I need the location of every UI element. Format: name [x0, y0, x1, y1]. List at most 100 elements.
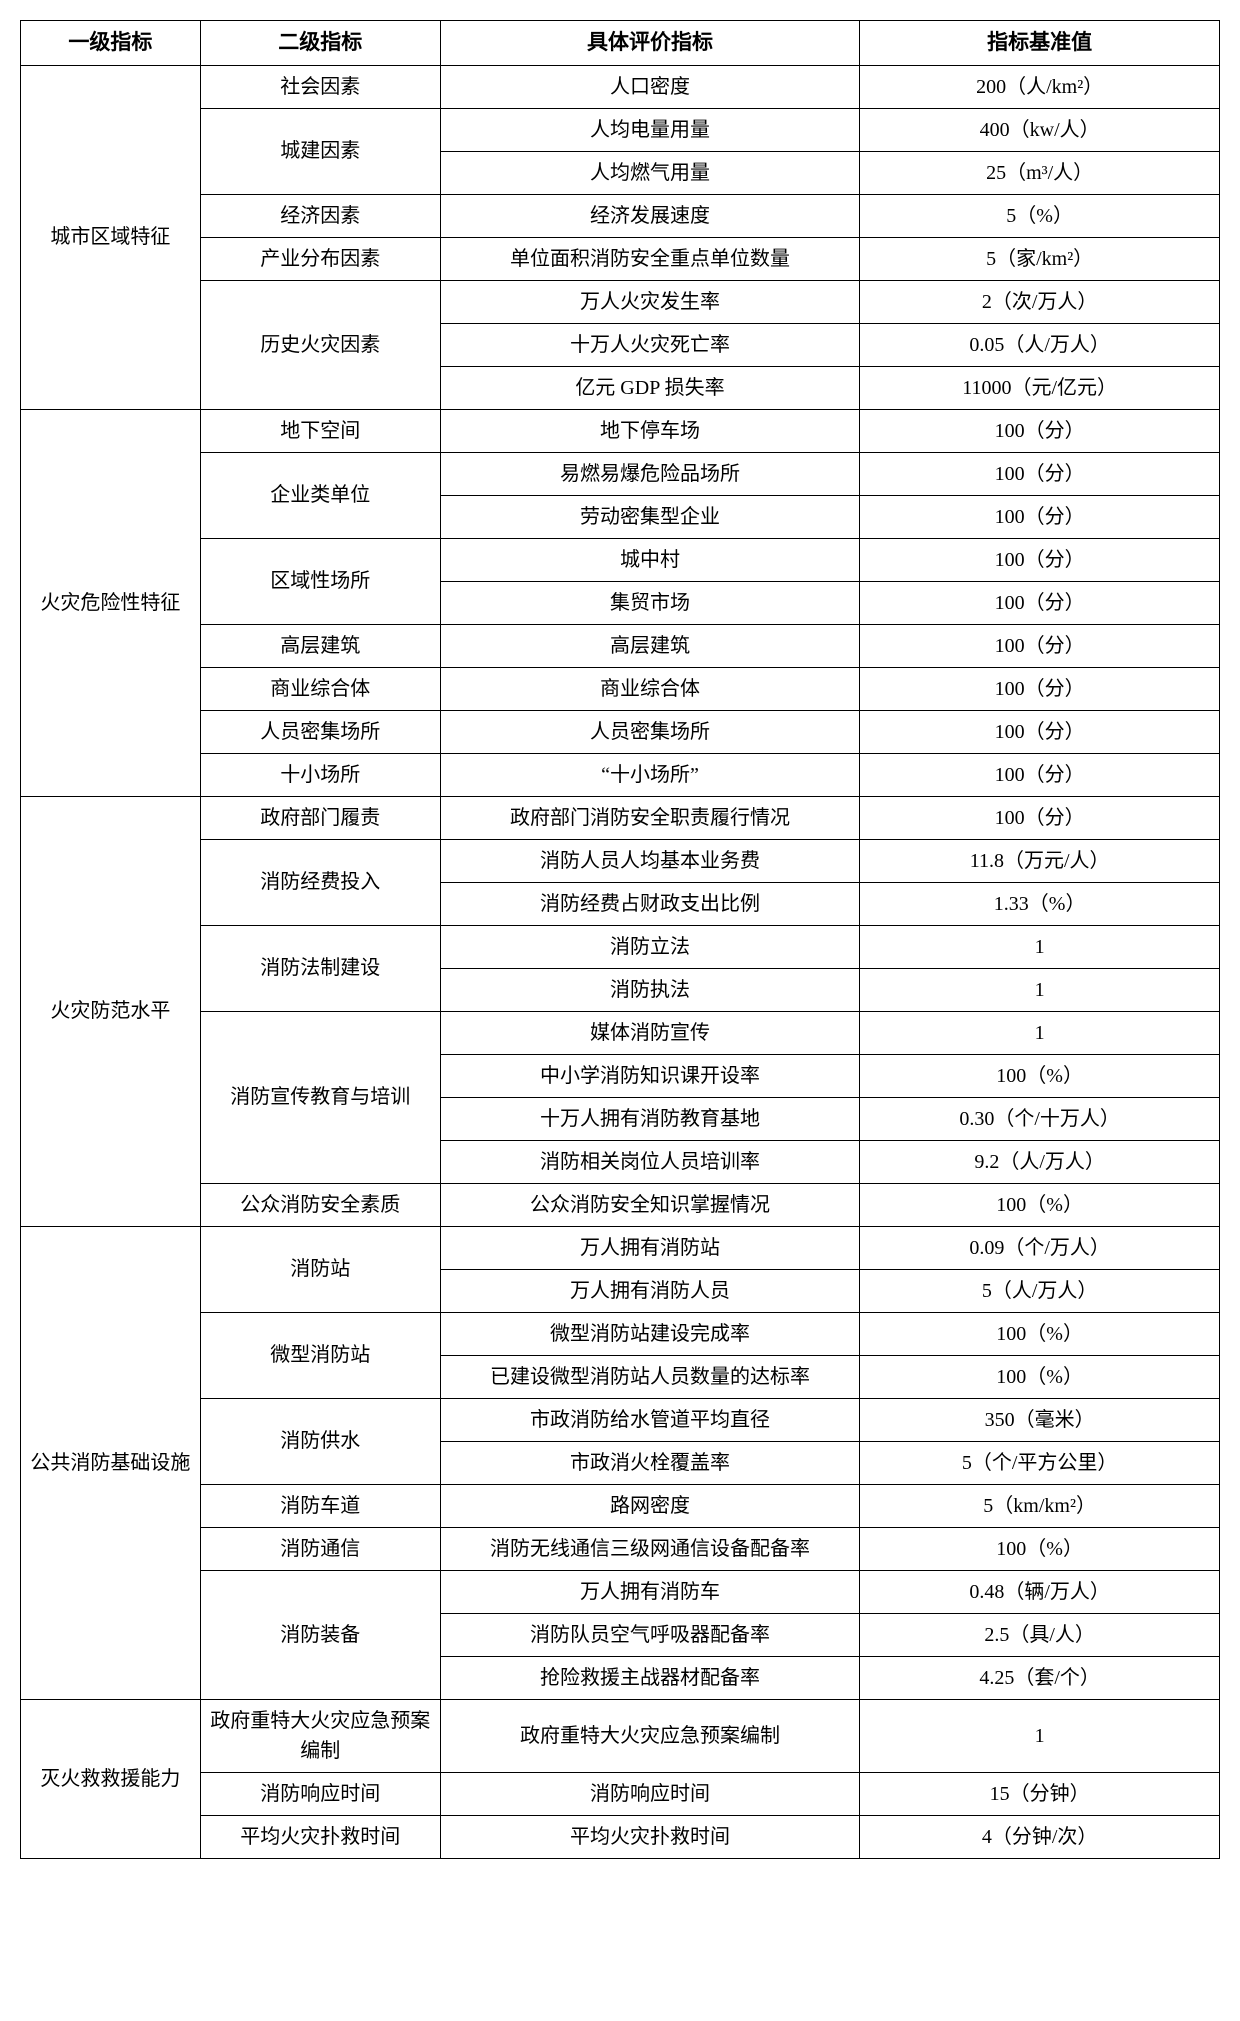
indicator-cell: 万人拥有消防人员 [440, 1269, 860, 1312]
baseline-cell: 1 [860, 1011, 1220, 1054]
indicator-cell: 市政消防给水管道平均直径 [440, 1398, 860, 1441]
indicator-cell: 微型消防站建设完成率 [440, 1312, 860, 1355]
baseline-cell: 15（分钟） [860, 1772, 1220, 1815]
table-row: 消防法制建设消防立法1 [21, 925, 1220, 968]
indicator-cell: 媒体消防宣传 [440, 1011, 860, 1054]
indicator-cell: 人均燃气用量 [440, 151, 860, 194]
table-row: 灭火救救援能力政府重特大火灾应急预案编制政府重特大火灾应急预案编制1 [21, 1699, 1220, 1772]
table-row: 城市区域特征社会因素人口密度200（人/km²） [21, 65, 1220, 108]
table-row: 产业分布因素单位面积消防安全重点单位数量5（家/km²） [21, 237, 1220, 280]
lvl1-cell: 火灾危险性特征 [21, 409, 201, 796]
table-row: 区域性场所城中村100（分） [21, 538, 1220, 581]
indicator-cell: 商业综合体 [440, 667, 860, 710]
indicator-cell: 市政消火栓覆盖率 [440, 1441, 860, 1484]
lvl2-cell: 消防车道 [200, 1484, 440, 1527]
baseline-cell: 100（%） [860, 1054, 1220, 1097]
table-row: 消防响应时间消防响应时间15（分钟） [21, 1772, 1220, 1815]
indicator-cell: 政府重特大火灾应急预案编制 [440, 1699, 860, 1772]
baseline-cell: 1 [860, 925, 1220, 968]
table-row: 消防宣传教育与培训媒体消防宣传1 [21, 1011, 1220, 1054]
indicator-cell: 人员密集场所 [440, 710, 860, 753]
baseline-cell: 0.48（辆/万人） [860, 1570, 1220, 1613]
lvl2-cell: 历史火灾因素 [200, 280, 440, 409]
lvl2-cell: 地下空间 [200, 409, 440, 452]
lvl2-cell: 高层建筑 [200, 624, 440, 667]
lvl2-cell: 消防站 [200, 1226, 440, 1312]
baseline-cell: 5（%） [860, 194, 1220, 237]
lvl2-cell: 产业分布因素 [200, 237, 440, 280]
baseline-cell: 350（毫米） [860, 1398, 1220, 1441]
baseline-cell: 25（m³/人） [860, 151, 1220, 194]
indicator-cell: 单位面积消防安全重点单位数量 [440, 237, 860, 280]
indicator-cell: 已建设微型消防站人员数量的达标率 [440, 1355, 860, 1398]
baseline-cell: 5（家/km²） [860, 237, 1220, 280]
indicator-cell: 集贸市场 [440, 581, 860, 624]
baseline-cell: 100（分） [860, 581, 1220, 624]
table-row: 消防供水市政消防给水管道平均直径350（毫米） [21, 1398, 1220, 1441]
table-row: 企业类单位易燃易爆危险品场所100（分） [21, 452, 1220, 495]
lvl2-cell: 企业类单位 [200, 452, 440, 538]
col-header-1: 一级指标 [21, 21, 201, 66]
baseline-cell: 100（%） [860, 1312, 1220, 1355]
indicator-cell: 易燃易爆危险品场所 [440, 452, 860, 495]
baseline-cell: 0.09（个/万人） [860, 1226, 1220, 1269]
indicator-cell: 平均火灾扑救时间 [440, 1815, 860, 1858]
indicator-cell: 路网密度 [440, 1484, 860, 1527]
table-row: 十小场所“十小场所”100（分） [21, 753, 1220, 796]
indicator-cell: 地下停车场 [440, 409, 860, 452]
lvl2-cell: 消防经费投入 [200, 839, 440, 925]
indicator-cell: 经济发展速度 [440, 194, 860, 237]
table-row: 消防装备万人拥有消防车0.48（辆/万人） [21, 1570, 1220, 1613]
table-row: 微型消防站微型消防站建设完成率100（%） [21, 1312, 1220, 1355]
table-header: 一级指标 二级指标 具体评价指标 指标基准值 [21, 21, 1220, 66]
baseline-cell: 100（%） [860, 1183, 1220, 1226]
baseline-cell: 100（%） [860, 1355, 1220, 1398]
indicator-cell: 万人拥有消防车 [440, 1570, 860, 1613]
table-row: 城建因素人均电量用量400（kw/人） [21, 108, 1220, 151]
indicator-cell: 公众消防安全知识掌握情况 [440, 1183, 860, 1226]
baseline-cell: 4（分钟/次） [860, 1815, 1220, 1858]
lvl2-cell: 平均火灾扑救时间 [200, 1815, 440, 1858]
indicator-cell: 消防响应时间 [440, 1772, 860, 1815]
baseline-cell: 100（分） [860, 753, 1220, 796]
baseline-cell: 100（分） [860, 796, 1220, 839]
lvl1-cell: 城市区域特征 [21, 65, 201, 409]
lvl2-cell: 政府重特大火灾应急预案编制 [200, 1699, 440, 1772]
baseline-cell: 400（kw/人） [860, 108, 1220, 151]
baseline-cell: 100（分） [860, 538, 1220, 581]
table-row: 消防经费投入消防人员人均基本业务费11.8（万元/人） [21, 839, 1220, 882]
col-header-3: 具体评价指标 [440, 21, 860, 66]
lvl2-cell: 消防法制建设 [200, 925, 440, 1011]
indicator-cell: 万人拥有消防站 [440, 1226, 860, 1269]
lvl1-cell: 火灾防范水平 [21, 796, 201, 1226]
lvl2-cell: 消防宣传教育与培训 [200, 1011, 440, 1183]
baseline-cell: 100（分） [860, 624, 1220, 667]
lvl2-cell: 消防通信 [200, 1527, 440, 1570]
table-body: 城市区域特征社会因素人口密度200（人/km²）城建因素人均电量用量400（kw… [21, 65, 1220, 1858]
lvl2-cell: 消防装备 [200, 1570, 440, 1699]
lvl2-cell: 区域性场所 [200, 538, 440, 624]
lvl2-cell: 十小场所 [200, 753, 440, 796]
baseline-cell: 5（km/km²） [860, 1484, 1220, 1527]
indicator-cell: “十小场所” [440, 753, 860, 796]
table-row: 消防车道路网密度5（km/km²） [21, 1484, 1220, 1527]
baseline-cell: 200（人/km²） [860, 65, 1220, 108]
indicator-cell: 政府部门消防安全职责履行情况 [440, 796, 860, 839]
indicator-cell: 人口密度 [440, 65, 860, 108]
lvl2-cell: 政府部门履责 [200, 796, 440, 839]
lvl2-cell: 消防响应时间 [200, 1772, 440, 1815]
baseline-cell: 2.5（具/人） [860, 1613, 1220, 1656]
header-row: 一级指标 二级指标 具体评价指标 指标基准值 [21, 21, 1220, 66]
lvl2-cell: 经济因素 [200, 194, 440, 237]
indicator-cell: 消防相关岗位人员培训率 [440, 1140, 860, 1183]
indicator-cell: 消防立法 [440, 925, 860, 968]
table-row: 平均火灾扑救时间平均火灾扑救时间4（分钟/次） [21, 1815, 1220, 1858]
indicator-cell: 万人火灾发生率 [440, 280, 860, 323]
indicator-cell: 消防队员空气呼吸器配备率 [440, 1613, 860, 1656]
baseline-cell: 5（个/平方公里） [860, 1441, 1220, 1484]
indicator-cell: 十万人火灾死亡率 [440, 323, 860, 366]
lvl2-cell: 商业综合体 [200, 667, 440, 710]
table-row: 公共消防基础设施消防站万人拥有消防站0.09（个/万人） [21, 1226, 1220, 1269]
baseline-cell: 9.2（人/万人） [860, 1140, 1220, 1183]
baseline-cell: 100（%） [860, 1527, 1220, 1570]
